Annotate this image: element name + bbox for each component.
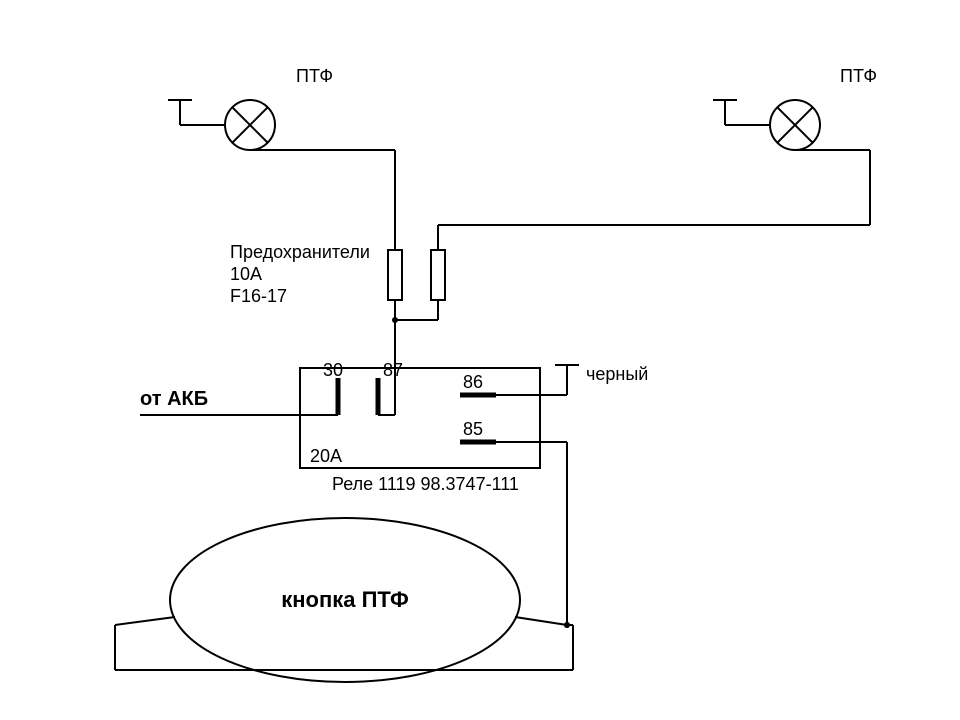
junction-85 [564, 622, 570, 628]
relay-pin-30-label: 30 [323, 360, 343, 380]
fuse-label-1: 10А [230, 264, 262, 284]
lamp-left-label: ПТФ [296, 66, 333, 86]
label-akb: от АКБ [140, 388, 208, 410]
fuse-label-0: Предохранители [230, 242, 370, 262]
button-label: кнопка ПТФ [281, 587, 409, 612]
canvas-bg [0, 0, 960, 720]
relay-pin-86-label: 86 [463, 372, 483, 392]
label-black: черный [586, 364, 648, 384]
fuse-label-2: F16-17 [230, 286, 287, 306]
relay-rating: 20А [310, 446, 342, 466]
junction-0 [392, 317, 398, 323]
relay-model: Реле 1119 98.3747-111 [332, 474, 519, 494]
relay-pin-85-label: 85 [463, 419, 483, 439]
relay-pin-87-label: 87 [383, 360, 403, 380]
lamp-right-label: ПТФ [840, 66, 877, 86]
